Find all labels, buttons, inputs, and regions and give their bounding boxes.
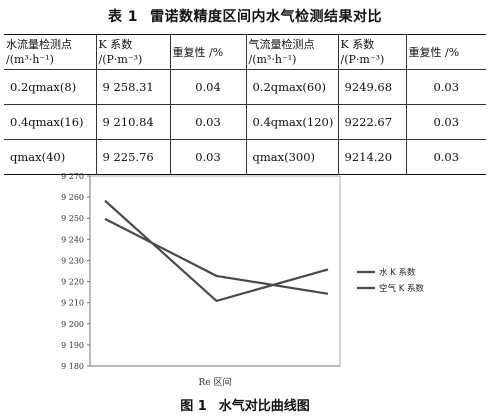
table-cell: 9 210.84 (95, 104, 171, 140)
header-air-repeatability: 重复性 /% (405, 34, 486, 70)
table-cell: 0.03 (169, 139, 247, 175)
y-tick-label: 9 180 (61, 362, 84, 371)
header-water-flow-point: 水流量检测点 /(m³·h⁻¹) (4, 34, 97, 70)
y-tick-label: 9 250 (61, 214, 84, 223)
table-cell: 0.03 (405, 139, 486, 175)
table-title: 雷诺数精度区间内水气检测结果对比 (150, 9, 383, 25)
header-water-k-factor: K 系数 /(P·m⁻³) (95, 34, 171, 70)
table-cell: 9249.68 (337, 69, 407, 105)
header-air-flow-point: 气流量检测点 /(m³·h⁻¹) (245, 34, 339, 70)
table-cell: 9 258.31 (95, 69, 171, 105)
table-caption: 表 1 雷诺数精度区间内水气检测结果对比 (0, 6, 490, 26)
header-air-k-factor: K 系数 /(P·m⁻³) (337, 34, 407, 70)
y-tick-label: 9 270 (61, 172, 84, 181)
legend-label-2: 空气 K 系数 (379, 283, 424, 294)
plot-area-frame (89, 175, 341, 367)
table-header-row: 水流量检测点 /(m³·h⁻¹) K 系数 /(P·m⁻³) 重复性 /% 气流… (4, 34, 486, 70)
results-table: 水流量检测点 /(m³·h⁻¹) K 系数 /(P·m⁻³) 重复性 /% 气流… (4, 34, 486, 175)
table-cell: 9 225.76 (95, 139, 171, 175)
table-cell: 0.2qmax(60) (245, 69, 339, 105)
table-cell: 0.4qmax(120) (245, 104, 339, 140)
table-number: 表 1 (107, 9, 139, 25)
figure-caption: 图 1 水气对比曲线图 (0, 395, 490, 414)
k-factor-line-chart: 9 270 9 260 9 250 9 240 9 230 9 220 9 210 9 200… (61, 172, 424, 388)
table-row: 0.4qmax(16) 9 210.84 0.03 0.4qmax(120) 9… (4, 104, 486, 140)
figure-number: 图 1 (180, 399, 207, 414)
table-cell: qmax(40) (4, 139, 97, 175)
table-cell: 0.2qmax(8) (4, 69, 97, 105)
table-cell: 0.04 (169, 69, 247, 105)
y-tick-label: 9 200 (61, 320, 84, 329)
legend-label-1: 水 K 系数 (379, 267, 416, 278)
table-cell: qmax(300) (245, 139, 339, 175)
y-tick-label: 9 210 (61, 299, 84, 308)
table-row: qmax(40) 9 225.76 0.03 qmax(300) 9214.20… (4, 139, 486, 175)
y-tick-label: 9 190 (61, 341, 84, 350)
table-row: 0.2qmax(8) 9 258.31 0.04 0.2qmax(60) 924… (4, 69, 486, 105)
y-tick-label: 9 240 (61, 235, 84, 244)
x-axis-label: Re 区间 (199, 376, 232, 388)
table-cell: 0.03 (405, 69, 486, 105)
figure-title: 水气对比曲线图 (218, 399, 310, 414)
series-line-1 (104, 199, 329, 303)
table-cell: 0.03 (405, 104, 486, 140)
table-cell: 0.03 (169, 104, 247, 140)
table-cell: 9222.67 (337, 104, 407, 140)
table-cell: 0.4qmax(16) (4, 104, 97, 140)
header-water-repeatability: 重复性 /% (169, 34, 247, 70)
y-tick-label: 9 220 (61, 278, 84, 287)
y-tick-label: 9 260 (61, 193, 84, 202)
y-tick-label: 9 230 (61, 256, 84, 265)
